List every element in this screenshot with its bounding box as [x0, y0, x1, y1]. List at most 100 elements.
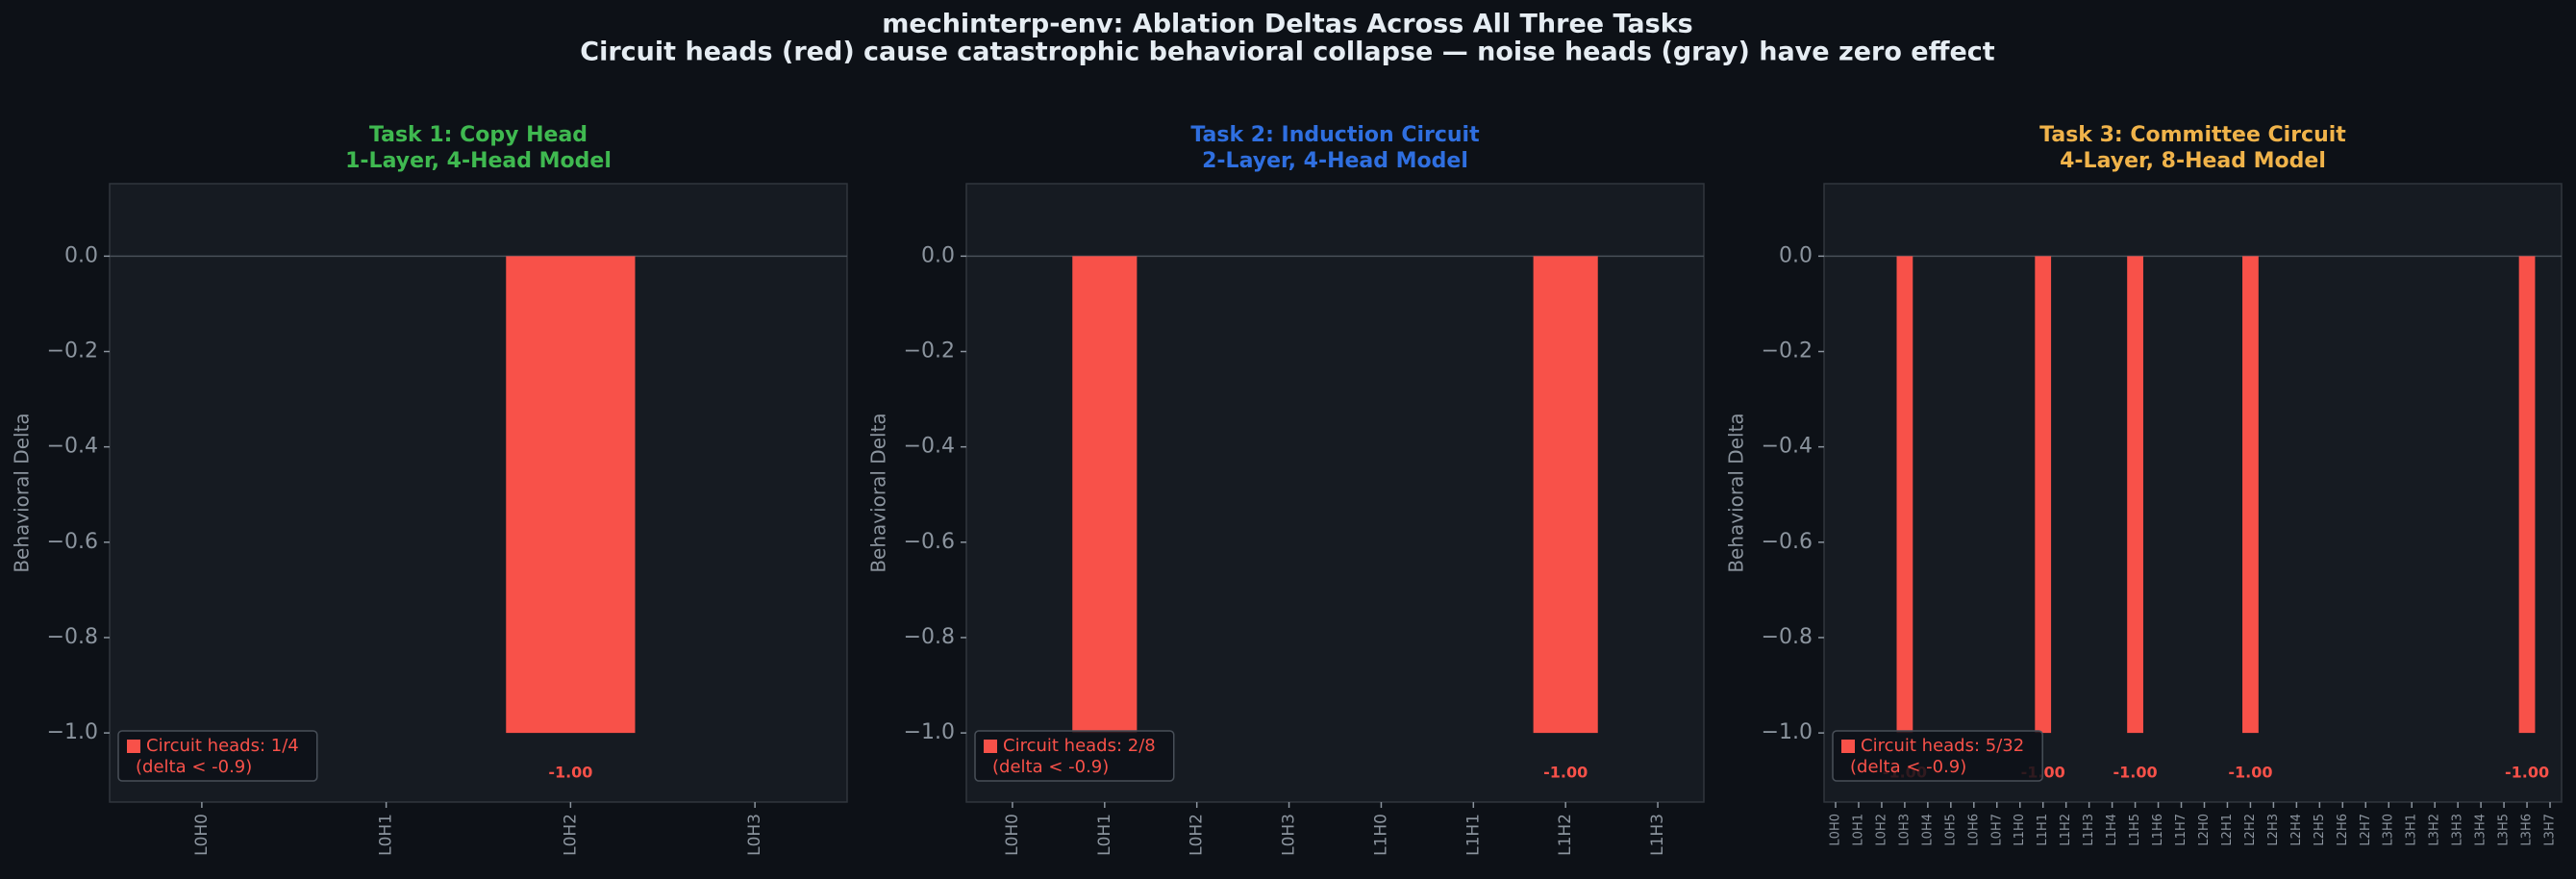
x-tick-label: L3H6	[2520, 814, 2535, 846]
x-tick-label: L0H0	[1003, 814, 1022, 856]
x-tick-label: L2H6	[2336, 814, 2350, 846]
y-tick-label: −1.0	[47, 720, 98, 744]
x-tick-label: L0H4	[1920, 814, 1935, 846]
x-tick-label: L1H1	[1463, 814, 1483, 856]
x-tick-label: L0H2	[1188, 814, 1207, 856]
bar	[506, 256, 636, 734]
x-tick-label: L1H3	[1648, 814, 1667, 856]
legend-box	[974, 730, 1175, 782]
figure-title: mechinterp-env: Ablation Deltas Across A…	[882, 10, 1693, 39]
x-tick-label: L1H4	[2105, 814, 2119, 846]
legend-swatch	[984, 740, 997, 753]
x-tick-label: L1H5	[2128, 814, 2142, 846]
legend-label: Circuit heads: 1/4	[146, 736, 299, 756]
y-tick-label: −0.4	[1762, 435, 1813, 459]
x-tick-label: L0H6	[1966, 814, 1981, 846]
legend-swatch	[127, 740, 140, 753]
bar	[2127, 256, 2143, 734]
legend-label: (delta < -0.9)	[1850, 757, 1966, 777]
x-tick-label: L1H0	[1371, 814, 1390, 856]
y-tick-label: −0.2	[904, 339, 955, 364]
legend-box	[1832, 730, 2043, 782]
legend-box	[117, 730, 318, 782]
x-tick-label: L0H5	[1943, 814, 1958, 846]
x-tick-label: L0H3	[745, 814, 764, 856]
x-tick-label: L2H3	[2266, 814, 2281, 846]
x-tick-label: L0H7	[1989, 814, 2004, 846]
x-tick-label: L1H3	[2082, 814, 2096, 846]
bar	[2242, 256, 2259, 734]
y-tick-label: −0.6	[1762, 530, 1813, 554]
x-tick-label: L1H7	[2174, 814, 2188, 846]
y-tick-label: −1.0	[1762, 720, 1813, 744]
data-label: -1.00	[2113, 764, 2158, 782]
y-axis-label: Behavioral Delta	[11, 413, 34, 572]
y-tick-label: 0.0	[64, 243, 98, 267]
bar	[2518, 256, 2536, 734]
x-tick-label: L2H4	[2289, 814, 2304, 846]
x-tick-label: L3H2	[2428, 814, 2442, 846]
bar	[1533, 256, 1598, 734]
y-tick-label: −0.4	[904, 435, 955, 459]
bar	[2035, 256, 2052, 734]
legend-label: Circuit heads: 2/8	[1003, 736, 1156, 756]
x-tick-label: L3H5	[2497, 814, 2512, 846]
panel-subtitle: 4-Layer, 8-Head Model	[2060, 149, 2326, 173]
y-tick-label: −0.2	[1762, 339, 1813, 364]
data-label: -1.00	[2228, 764, 2272, 782]
y-tick-label: 0.0	[921, 243, 955, 267]
panel-title: Task 1: Copy Head	[369, 123, 588, 147]
x-tick-label: L3H4	[2474, 814, 2488, 846]
x-tick-label: L2H2	[2243, 814, 2258, 846]
y-tick-label: −0.8	[1762, 625, 1813, 649]
plot-area	[1823, 183, 2563, 803]
x-tick-label: L0H2	[1874, 814, 1888, 846]
x-tick-label: L0H1	[1095, 814, 1114, 856]
x-tick-label: L1H1	[2036, 814, 2050, 846]
x-tick-label: L0H2	[561, 814, 580, 856]
legend-label: (delta < -0.9)	[992, 757, 1109, 777]
x-tick-label: L0H1	[377, 814, 396, 856]
legend-label: (delta < -0.9)	[136, 757, 252, 777]
y-tick-label: −1.0	[904, 720, 955, 744]
y-tick-label: −0.6	[47, 530, 98, 554]
x-tick-label: L3H7	[2543, 814, 2558, 846]
x-tick-label: L0H3	[1897, 814, 1912, 846]
panel-subtitle: 1-Layer, 4-Head Model	[345, 149, 612, 173]
y-axis-label: Behavioral Delta	[1725, 413, 1748, 572]
x-tick-label: L0H3	[1280, 814, 1299, 856]
legend-label: Circuit heads: 5/32	[1861, 736, 2024, 756]
x-tick-label: L2H0	[2197, 814, 2212, 846]
x-tick-label: L2H5	[2313, 814, 2327, 846]
panel-title: Task 2: Induction Circuit	[1190, 123, 1480, 147]
data-label: -1.00	[2505, 764, 2549, 782]
plot-area	[109, 183, 848, 803]
y-tick-label: −0.4	[47, 435, 98, 459]
y-axis-label: Behavioral Delta	[867, 413, 890, 572]
bar	[1072, 256, 1138, 734]
bar	[1896, 256, 1913, 734]
panel-title: Task 3: Committee Circuit	[2039, 123, 2346, 147]
x-tick-label: L1H0	[2013, 814, 2027, 846]
x-tick-label: L1H6	[2151, 814, 2165, 846]
y-tick-label: −0.8	[904, 625, 955, 649]
panel-subtitle: 2-Layer, 4-Head Model	[1202, 149, 1468, 173]
x-tick-label: L0H0	[192, 814, 212, 856]
legend: Circuit heads: 5/32(delta < -0.9)	[1832, 730, 2043, 782]
x-tick-label: L3H0	[2382, 814, 2396, 846]
y-tick-label: −0.6	[904, 530, 955, 554]
x-tick-label: L1H2	[2059, 814, 2073, 846]
data-label: -1.00	[1543, 764, 1588, 782]
x-tick-label: L2H1	[2220, 814, 2235, 846]
x-tick-label: L0H0	[1828, 814, 1842, 846]
x-tick-label: L3H3	[2451, 814, 2465, 846]
y-tick-label: −0.8	[47, 625, 98, 649]
legend: Circuit heads: 2/8(delta < -0.9)	[974, 730, 1175, 782]
legend-swatch	[1841, 740, 1855, 753]
x-tick-label: L0H1	[1851, 814, 1865, 846]
data-label: -1.00	[548, 764, 592, 782]
y-tick-label: −0.2	[47, 339, 98, 364]
y-tick-label: 0.0	[1779, 243, 1813, 267]
x-tick-label: L1H2	[1556, 814, 1575, 856]
